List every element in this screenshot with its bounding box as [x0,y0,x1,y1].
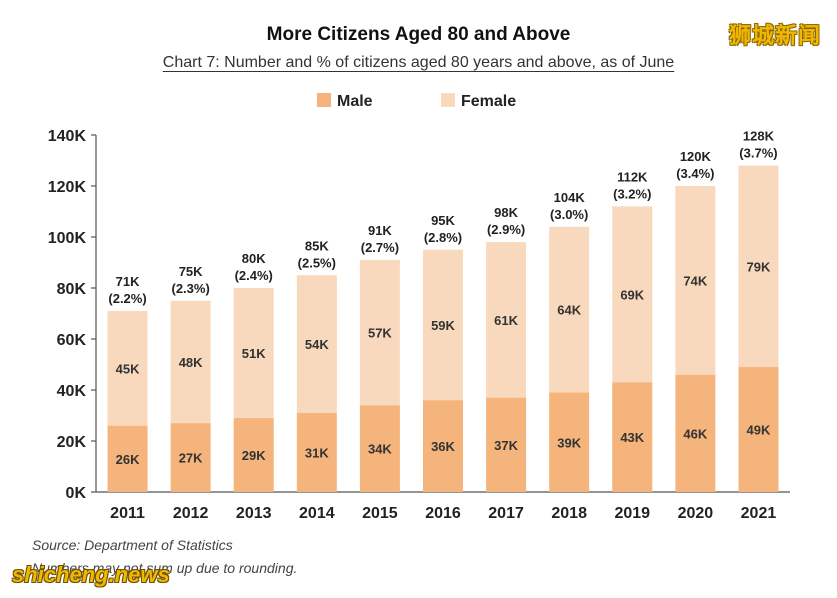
y-tick-label: 0K [66,485,87,502]
bar-label-female: 48K [179,355,203,370]
x-tick-label: 2015 [362,505,398,522]
bar-percent-label: (2.7%) [361,240,399,255]
bar-total-label: 104K [554,190,586,205]
y-tick-label: 20K [57,434,87,451]
y-tick-label: 140K [48,128,87,145]
bar-female-2011 [107,310,148,426]
x-tick-label: 2017 [488,505,524,522]
bar-percent-label: (3.4%) [676,166,714,181]
bar-percent-label: (2.3%) [171,281,209,296]
bar-percent-label: (3.2%) [613,186,651,201]
chart-title: More Citizens Aged 80 and Above [266,24,571,45]
bar-total-label: 112K [617,169,648,184]
bar-total-label: 128K [743,129,775,144]
bar-percent-label: (2.4%) [235,268,273,283]
stacked-bar-chart: 0K 20K 40K 60K 80K 100K 120K 140K 26K 45K 71K (2.2%… [48,93,790,522]
x-tick-label: 2020 [678,505,714,522]
bar-percent-label: (2.8%) [424,230,462,245]
bar-label-male: 26K [116,452,140,467]
bar-male-2016 [423,400,463,492]
bar-percent-label: (2.2%) [108,291,146,306]
bar-label-male: 27K [179,451,203,466]
bar-total-label: 85K [305,238,329,253]
bar-male-2011 [107,425,148,492]
x-tick-label: 2014 [299,505,335,522]
bar-male-2020 [675,374,716,492]
legend-swatch-female [441,93,455,107]
bar-label-male: 36K [431,439,455,454]
bar-male-2015 [359,405,400,492]
bar-male-2019 [612,382,653,492]
bar-female-2015 [359,259,400,406]
x-tick-label: 2012 [173,505,209,522]
bar-label-male: 34K [368,442,392,457]
watermark-top: 狮城新闻 [728,23,821,48]
source-note: Source: Department of Statistics [32,537,233,553]
bar-male-2013 [233,418,274,492]
bar-label-female: 45K [116,361,140,376]
x-tick-label: 2018 [551,505,587,522]
x-tick-label: 2011 [110,505,145,522]
bar-total-label: 75K [179,264,203,279]
y-tick-label: 60K [57,332,87,349]
bar-male-2018 [549,392,590,492]
bar-female-2021 [738,165,779,368]
legend-label-male: Male [337,93,373,110]
legend-swatch-male [317,93,331,107]
bar-female-2013 [233,288,274,419]
bar-total-label: 91K [368,223,392,238]
y-tick-label: 120K [48,179,87,196]
y-tick-label: 40K [57,383,87,400]
bar-total-label: 120K [680,149,712,164]
bar-label-male: 39K [557,435,581,450]
bar-female-2014 [296,275,337,413]
bar-female-2012 [170,300,211,424]
bar-female-2020 [675,186,716,375]
bar-label-female: 69K [620,287,644,302]
bar-male-2017 [486,397,527,492]
x-tick-label: 2021 [741,505,777,522]
bar-label-female: 79K [747,259,771,274]
watermark-bottom: shicheng.news [12,562,170,587]
bar-percent-label: (3.7%) [739,146,777,161]
bar-female-2018 [549,226,590,393]
y-tick-label: 100K [48,230,87,247]
bar-label-male: 43K [620,430,644,445]
bar-label-female: 54K [305,337,329,352]
bar-female-2019 [612,206,653,383]
bar-label-female: 61K [494,313,518,328]
y-tick-label: 80K [57,281,87,298]
bar-label-male: 49K [747,423,771,438]
x-tick-label: 2019 [614,505,650,522]
bar-label-male: 37K [494,438,518,453]
bar-label-female: 59K [431,318,455,333]
bar-total-label: 98K [494,205,518,220]
bar-female-2017 [486,242,527,398]
bar-label-female: 64K [557,303,581,318]
rounding-note: Numbers may not sum up due to rounding. [32,560,298,576]
bar-label-female: 51K [242,346,266,361]
bar-percent-label: (2.5%) [298,255,336,270]
bar-percent-label: (2.9%) [487,222,525,237]
bar-female-2016 [423,249,463,401]
bar-label-male: 46K [683,426,707,441]
bar-total-label: 71K [116,274,140,289]
bar-percent-label: (3.0%) [550,207,588,222]
bar-label-female: 74K [683,273,707,288]
bar-label-male: 31K [305,445,329,460]
bar-male-2021 [738,367,779,492]
bar-total-label: 80K [242,251,266,266]
bar-total-label: 95K [431,213,455,228]
x-tick-label: 2013 [236,505,272,522]
bar-label-male: 29K [242,448,266,463]
x-tick-label: 2016 [425,505,461,522]
bar-male-2012 [170,423,211,492]
bar-male-2014 [296,412,337,492]
legend-label-female: Female [461,93,516,110]
chart-subtitle: Chart 7: Number and % of citizens aged 8… [162,54,675,71]
bar-label-female: 57K [368,326,392,341]
